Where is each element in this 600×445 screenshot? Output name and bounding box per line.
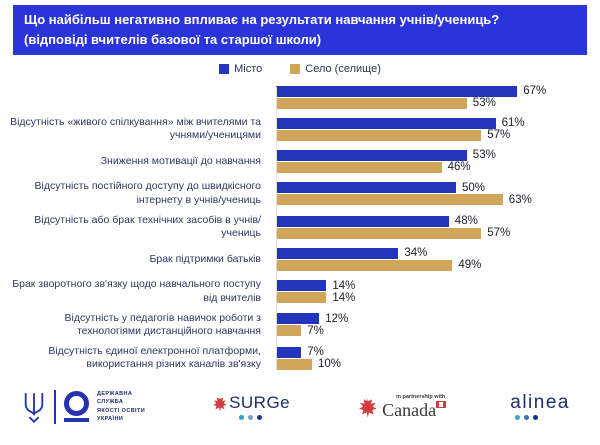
bar-value-label: 7%	[307, 346, 324, 359]
bar-city	[276, 346, 302, 358]
bar-value-label: 67%	[523, 85, 547, 97]
bar-value-label: 49%	[458, 259, 482, 272]
bar-value-label: 14%	[332, 279, 356, 292]
chart-row: Відсутність єдиної електронної платформи…	[0, 345, 600, 371]
bar-village	[276, 129, 482, 141]
bar-value-label: 7%	[307, 324, 324, 337]
brand-dot-icon	[247, 415, 253, 421]
legend: Місто Село (селище)	[0, 63, 600, 75]
state-service-name: ДЕРЖАВНА СЛУЖБА ЯКОСТІ ОСВІТИ УКРАЇНИ	[97, 390, 146, 423]
partner-logos: ДЕРЖАВНА СЛУЖБА ЯКОСТІ ОСВІТИ УКРАЇНИ SURGe…	[0, 379, 600, 445]
title-line-2: (відповіді вчителів базової та старшої ш…	[24, 31, 322, 47]
bar-value-label: 12%	[325, 312, 349, 325]
logo-state-service-ukraine: ДЕРЖАВНА СЛУЖБА ЯКОСТІ ОСВІТИ УКРАЇНИ	[22, 389, 146, 424]
chart-row: Відсутність або брак технічних засобів в…	[0, 214, 600, 240]
tryzub-icon	[24, 392, 44, 423]
bar-value-label: 53%	[472, 97, 496, 109]
chart-row: Зниження мотивації до навчання 53% 46%	[0, 149, 600, 173]
chart-row: 67% 53%	[0, 85, 600, 109]
category-label: Відсутність постійного доступу до швидкі…	[34, 180, 261, 206]
maple-leaf-icon	[359, 397, 377, 418]
category-label: Відсутність єдиної електронної платформи…	[48, 345, 261, 371]
bar-city	[276, 182, 456, 194]
category-label: Відсутність у педагогів навичок роботи з…	[64, 311, 262, 337]
alinea-dots	[515, 415, 539, 421]
bar-value-label: 63%	[508, 193, 532, 206]
brand-dot-icon	[524, 415, 530, 421]
state-service-emblem-icon	[64, 391, 89, 423]
bar-city	[276, 149, 467, 161]
bar-village	[276, 97, 467, 109]
canada-flag-icon	[436, 401, 447, 409]
chart-rows: 67% 53% Відсутність «живого спілкування» м…	[0, 85, 600, 372]
bar-village	[276, 325, 302, 337]
bar-city	[276, 85, 518, 97]
bar-village	[276, 358, 312, 370]
legend-item-city: Місто	[219, 63, 262, 75]
bar-village	[276, 292, 327, 304]
city-color-swatch	[219, 64, 230, 74]
bar-village	[276, 161, 442, 173]
chart-row: Брак підтримки батьків 34% 49%	[0, 247, 600, 271]
canada-tagline: in partnership with	[396, 394, 446, 401]
bar-value-label: 53%	[472, 149, 496, 162]
chart-row: Брак зворотного зв'язку щодо навчального…	[0, 278, 600, 304]
bar-chart: 67% 53% Відсутність «живого спілкування» м…	[0, 85, 600, 379]
surge-wordmark: SURGe	[229, 393, 291, 413]
category-label: Брак підтримки батьків	[149, 252, 261, 265]
logo-canada: in partnership with Canada	[355, 394, 447, 419]
category-label: Брак зворотного зв'язку щодо навчального…	[12, 278, 261, 304]
chart-row: Відсутність постійного доступу до швидкі…	[0, 180, 600, 206]
legend-label-village: Село (селище)	[305, 63, 381, 75]
bar-value-label: 34%	[404, 247, 428, 260]
bar-city	[276, 117, 496, 129]
brand-dot-icon	[238, 415, 244, 421]
title-line-1: Що найбільш негативно впливає на результ…	[24, 12, 500, 27]
bar-value-label: 50%	[462, 181, 486, 194]
canada-wordmark: Canada	[382, 401, 447, 419]
category-label: Зниження мотивації до навчання	[100, 154, 261, 167]
bar-value-label: 14%	[332, 291, 356, 304]
logo-alinea: alinea	[510, 392, 570, 421]
bar-city	[276, 313, 320, 325]
bar-value-label: 10%	[318, 358, 342, 371]
logo-divider	[54, 389, 56, 424]
bar-value-label: 61%	[501, 117, 525, 130]
legend-item-village: Село (селище)	[290, 63, 381, 75]
bar-village	[276, 259, 453, 271]
bar-city	[276, 280, 327, 292]
chart-title-banner: Що найбільш негативно впливає на результ…	[13, 5, 587, 55]
chart-row: Відсутність «живого спілкування» між вчи…	[0, 116, 600, 142]
bar-value-label: 48%	[454, 215, 478, 228]
category-label: Відсутність «живого спілкування» між вчи…	[10, 116, 261, 142]
bar-village	[276, 227, 482, 239]
category-label: Відсутність або брак технічних засобів в…	[34, 213, 261, 240]
alinea-wordmark: alinea	[510, 392, 570, 414]
brand-dot-icon	[533, 415, 539, 421]
logo-surge: SURGe	[210, 393, 291, 421]
bar-value-label: 46%	[447, 161, 471, 174]
bar-city	[276, 215, 449, 227]
village-color-swatch	[290, 64, 301, 74]
bar-value-label: 57%	[487, 129, 511, 142]
chart-row: Відсутність у педагогів навичок роботи з…	[0, 312, 600, 338]
brand-dot-icon	[256, 415, 262, 421]
maple-leaf-icon	[213, 395, 227, 412]
brand-dot-icon	[515, 415, 521, 421]
bar-value-label: 57%	[487, 227, 511, 240]
legend-label-city: Місто	[234, 63, 263, 75]
bar-city	[276, 247, 399, 259]
bar-village	[276, 194, 503, 206]
surge-dots	[238, 415, 262, 421]
